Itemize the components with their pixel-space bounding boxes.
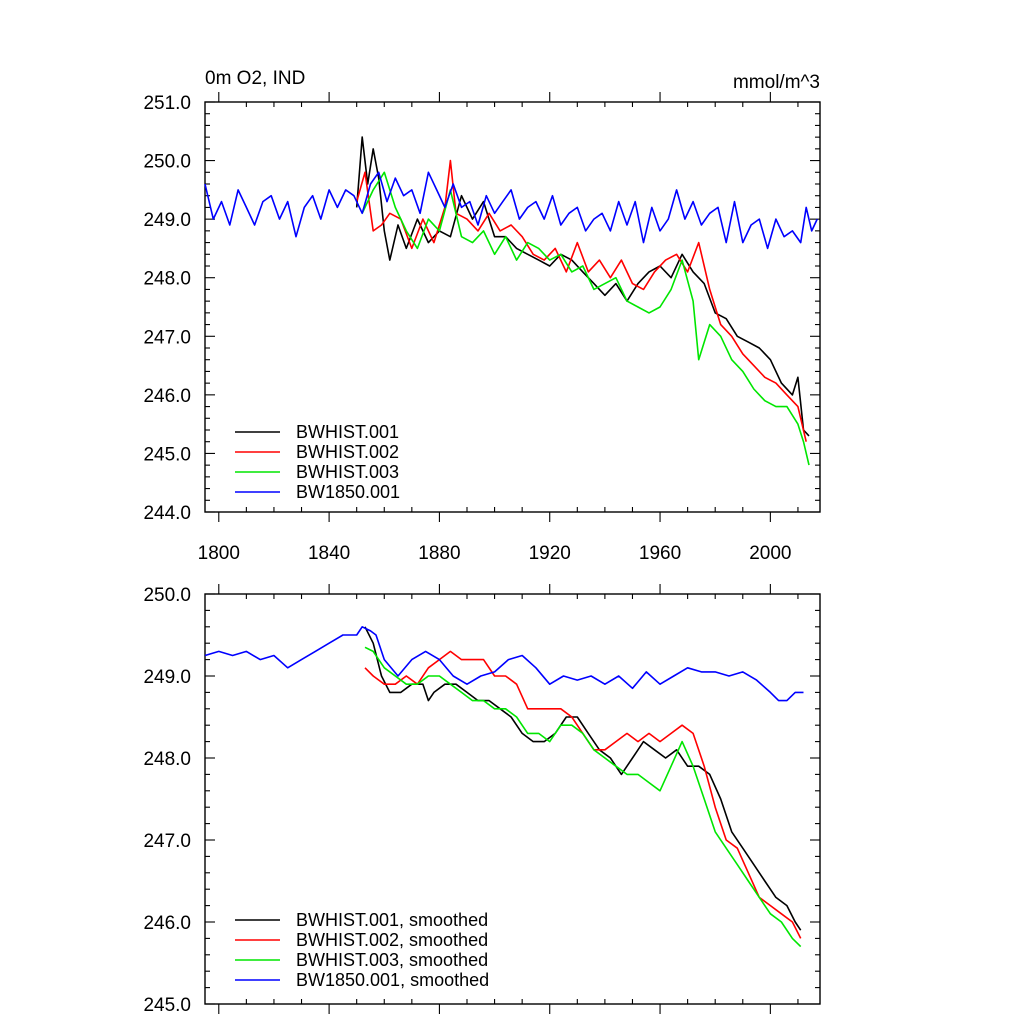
y-tick-label: 245.0 [143, 444, 191, 465]
chart-title: 0m O2, IND [205, 68, 305, 89]
top-x-tick-labels: 1800 1840 1880 1920 1960 2000 [198, 543, 792, 564]
legend-label: BWHIST.002 [296, 442, 399, 462]
series-line-0 [355, 136, 810, 437]
y-tick-label: 250.0 [143, 585, 191, 606]
y-tick-label: 247.0 [143, 831, 191, 852]
x-tick-label: 1840 [308, 543, 350, 564]
legend-label: BWHIST.003 [296, 462, 399, 482]
series-line-0 [364, 626, 802, 931]
y-tick-label: 248.0 [143, 749, 191, 770]
legend-label: BWHIST.003, smoothed [296, 950, 488, 970]
y-tick-label: 249.0 [143, 210, 191, 231]
legend-label: BWHIST.002, smoothed [296, 930, 488, 950]
x-tick-label: 2000 [749, 543, 791, 564]
top-panel: 0m O2, IND mmol/m^3 244.0 245.0 246.0 247.0… [143, 68, 821, 564]
series-line-2 [364, 646, 802, 948]
top-plot-frame [204, 101, 821, 513]
x-tick-label: 1880 [418, 543, 460, 564]
y-tick-label: 247.0 [143, 327, 191, 348]
bottom-series-lines [204, 625, 804, 948]
top-ticks [205, 92, 820, 522]
series-line-3 [204, 625, 804, 702]
bottom-plot-frame [204, 593, 821, 1005]
y-tick-label: 246.0 [143, 386, 191, 407]
y-tick-label: 250.0 [143, 152, 191, 173]
bottom-panel: 245.0 246.0 247.0 248.0 249.0 250.0 BWHIST.00… [143, 584, 821, 1016]
x-tick-label: 1920 [529, 543, 571, 564]
x-tick-label: 1960 [639, 543, 681, 564]
y-tick-label: 248.0 [143, 269, 191, 290]
series-line-3 [204, 171, 818, 250]
y-tick-label: 244.0 [143, 503, 191, 524]
series-line-1 [355, 159, 807, 442]
y-tick-label: 249.0 [143, 667, 191, 688]
series-line-2 [361, 171, 810, 466]
units-label: mmol/m^3 [733, 72, 820, 93]
x-tick-label: 1800 [198, 543, 240, 564]
y-tick-label: 251.0 [143, 93, 191, 114]
legend-label: BWHIST.001, smoothed [296, 910, 488, 930]
bottom-y-tick-labels: 245.0 246.0 247.0 248.0 249.0 250.0 [143, 585, 191, 1016]
series-line-1 [364, 650, 802, 939]
legend-label: BWHIST.001 [296, 422, 399, 442]
bottom-ticks [205, 584, 820, 1014]
top-y-tick-labels: 244.0 245.0 246.0 247.0 248.0 249.0 250.0 251.0 [143, 93, 191, 524]
legend-label: BW1850.001 [296, 482, 400, 502]
y-tick-label: 245.0 [143, 995, 191, 1016]
legend-label: BW1850.001, smoothed [296, 970, 489, 990]
y-tick-label: 246.0 [143, 913, 191, 934]
top-series-lines [204, 136, 818, 466]
